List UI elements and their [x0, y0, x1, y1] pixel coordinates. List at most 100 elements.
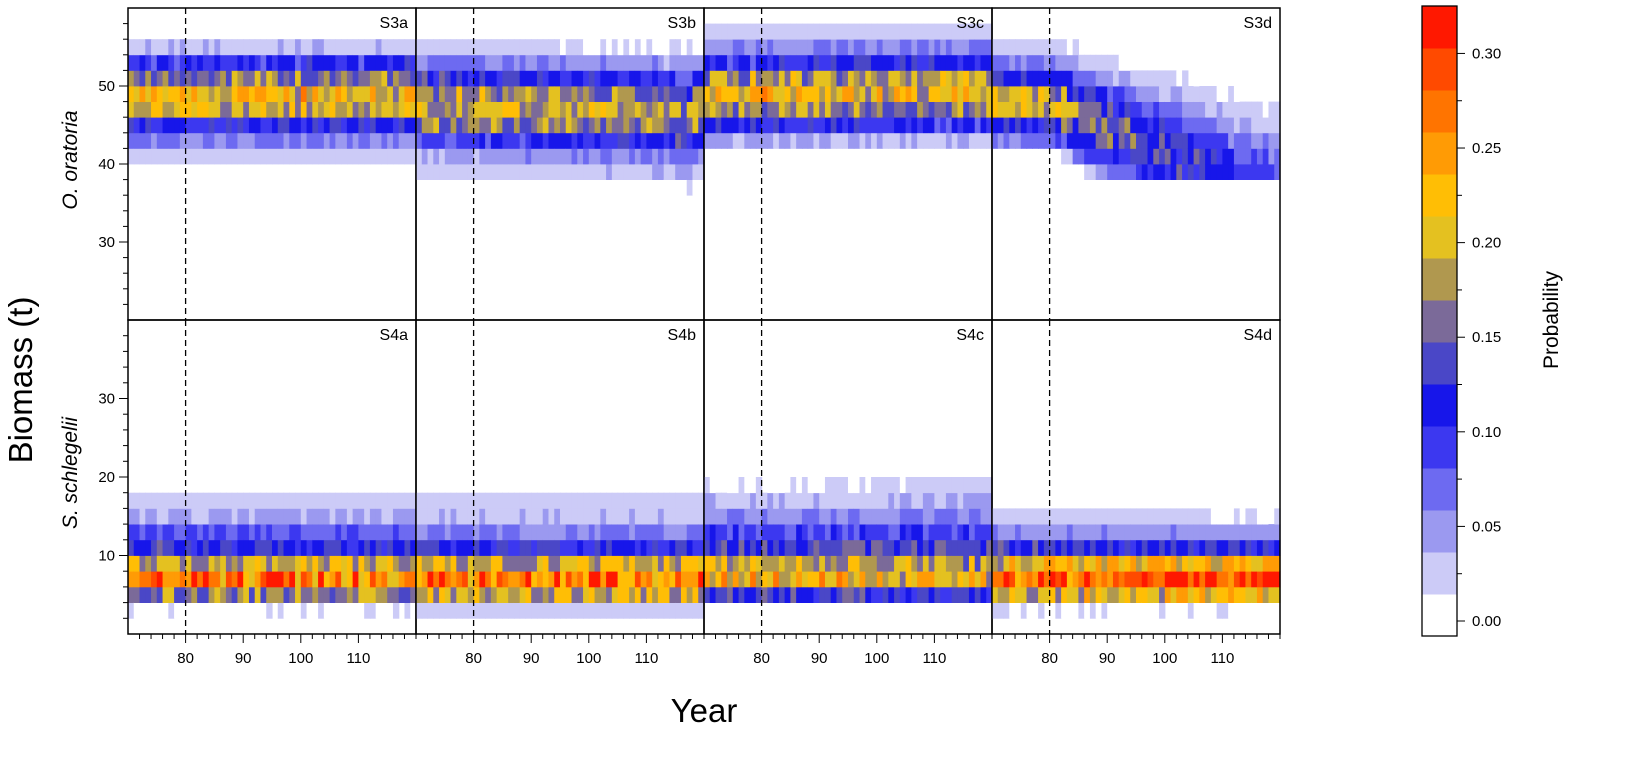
heat-cell — [836, 539, 843, 556]
heat-cell — [174, 86, 181, 102]
heat-cell — [1245, 539, 1252, 556]
heat-cell — [352, 101, 359, 118]
heat-cell — [277, 132, 285, 149]
heat-cell — [283, 539, 290, 556]
heat-cell — [663, 571, 671, 588]
heat-cell — [738, 477, 745, 494]
heat-cell — [329, 70, 336, 87]
heat-cell — [980, 23, 987, 40]
heat-cell — [675, 148, 682, 165]
heat-cell — [519, 132, 527, 149]
heat-cell — [617, 492, 624, 509]
heat-cell — [525, 539, 532, 556]
heat-cell — [1176, 571, 1183, 588]
heat-cell — [358, 555, 365, 572]
heat-cell — [778, 70, 786, 87]
heat-cell — [490, 571, 498, 588]
heat-cell — [1245, 586, 1252, 603]
heat-cell — [732, 555, 740, 572]
heat-cell — [335, 117, 342, 134]
heat-cell — [346, 101, 354, 118]
heat-cell — [473, 602, 480, 619]
heat-cell — [1170, 164, 1177, 180]
heat-cell — [473, 39, 480, 56]
heat-cell — [502, 508, 509, 525]
heat-cell — [675, 70, 682, 87]
heat-cell — [957, 70, 964, 87]
heat-cell — [980, 477, 987, 494]
heat-cell — [980, 101, 987, 118]
heat-cell — [767, 86, 774, 102]
heat-cell — [231, 101, 239, 118]
heat-cell — [1061, 54, 1068, 71]
heat-cell — [588, 602, 596, 619]
heat-cell — [145, 117, 152, 134]
heat-cell — [525, 508, 532, 525]
heat-cell — [819, 39, 826, 56]
heat-cell — [680, 524, 688, 541]
heat-cell — [945, 101, 953, 118]
heat-cell — [439, 148, 446, 165]
heat-cell — [151, 117, 158, 134]
heat-cell — [669, 555, 676, 572]
heat-cell — [634, 148, 642, 165]
heat-cell — [421, 117, 429, 134]
heat-cell — [496, 132, 503, 149]
heat-cell — [1153, 508, 1160, 525]
heat-cell — [1072, 524, 1079, 541]
heat-cell — [1009, 586, 1016, 603]
heat-cell — [571, 492, 578, 509]
heat-cell — [542, 524, 550, 541]
heat-cell — [824, 539, 832, 556]
colorbar-segment — [1422, 174, 1457, 217]
heat-cell — [698, 539, 705, 556]
heat-cell — [1256, 164, 1264, 180]
heat-cell — [191, 508, 198, 525]
heat-cell — [364, 70, 371, 87]
heat-cell — [237, 602, 244, 619]
heat-cell — [272, 508, 279, 525]
heat-cell — [634, 164, 642, 180]
heat-cell — [272, 70, 279, 87]
heat-cell — [565, 524, 573, 541]
heat-cell — [922, 39, 930, 56]
heat-cell — [260, 101, 267, 118]
colorbar-title: Probability — [1540, 270, 1563, 369]
heat-cell — [306, 54, 313, 71]
heat-cell — [1084, 586, 1091, 603]
heat-cell — [248, 555, 256, 572]
heat-cell — [704, 571, 711, 588]
heat-cell — [669, 132, 676, 149]
heat-cell — [1089, 524, 1097, 541]
heat-cell — [502, 117, 509, 134]
heat-cell — [375, 508, 383, 525]
heat-cell — [957, 86, 964, 102]
heat-cell — [237, 86, 244, 102]
heat-cell — [260, 586, 267, 603]
heat-cell — [577, 602, 584, 619]
heat-cell — [289, 39, 296, 56]
heat-cell — [1003, 70, 1010, 87]
heat-cell — [807, 477, 815, 494]
heat-cell — [888, 539, 895, 556]
heat-cell — [496, 164, 503, 180]
heat-cell — [191, 539, 198, 556]
heat-cell — [1216, 508, 1223, 525]
heat-cell — [473, 571, 480, 588]
heat-cell — [790, 555, 797, 572]
heat-cell — [657, 39, 665, 56]
heat-cell — [652, 539, 659, 556]
heat-cell — [934, 508, 941, 525]
heat-cell — [1026, 602, 1033, 619]
heat-cell — [225, 492, 233, 509]
heat-cell — [1095, 602, 1103, 619]
heat-cell — [1078, 86, 1085, 102]
heat-cell — [381, 132, 388, 149]
heat-cell — [1084, 508, 1091, 525]
heat-cell — [277, 602, 285, 619]
heat-cell — [433, 602, 440, 619]
heat-cell — [588, 571, 596, 588]
heat-cell — [680, 179, 688, 196]
heat-cell — [588, 70, 596, 87]
heat-cell — [479, 70, 486, 87]
